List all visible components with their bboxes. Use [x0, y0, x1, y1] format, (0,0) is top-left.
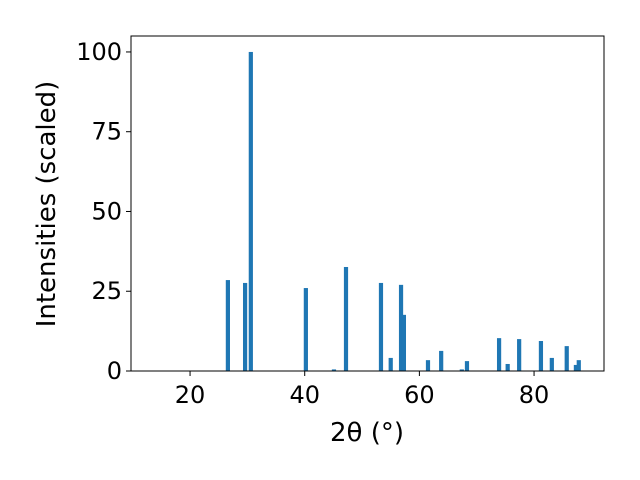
y-tick-label: 50 [91, 197, 122, 225]
bar [464, 361, 470, 371]
bar [378, 282, 384, 371]
plot-frame [130, 35, 605, 372]
bar [401, 314, 407, 371]
bar [343, 266, 349, 371]
bar [398, 284, 404, 371]
bar [517, 339, 522, 371]
bar [459, 369, 464, 371]
bar [505, 363, 510, 371]
bar [242, 282, 248, 371]
bar [549, 357, 554, 371]
y-tick-label: 75 [91, 118, 122, 146]
bar [496, 338, 502, 371]
x-axis-label: 2θ (°) [330, 418, 404, 448]
y-tick-label: 0 [107, 357, 122, 385]
y-tick-label: 25 [91, 277, 122, 305]
x-tick-label: 20 [175, 381, 206, 409]
bar [225, 280, 230, 371]
bar [564, 346, 569, 371]
bar [248, 51, 253, 371]
bar [538, 341, 544, 371]
x-tick-label: 40 [289, 381, 320, 409]
bar [303, 288, 308, 371]
y-axis-label: Intensities (scaled) [32, 81, 62, 328]
bar [331, 369, 337, 371]
bar [576, 360, 581, 371]
x-tick-label: 80 [519, 381, 550, 409]
bar [425, 360, 431, 371]
bar [573, 364, 579, 371]
y-tick-label: 100 [76, 38, 122, 66]
bar [388, 357, 393, 371]
bar [439, 350, 444, 371]
x-tick-label: 60 [404, 381, 435, 409]
